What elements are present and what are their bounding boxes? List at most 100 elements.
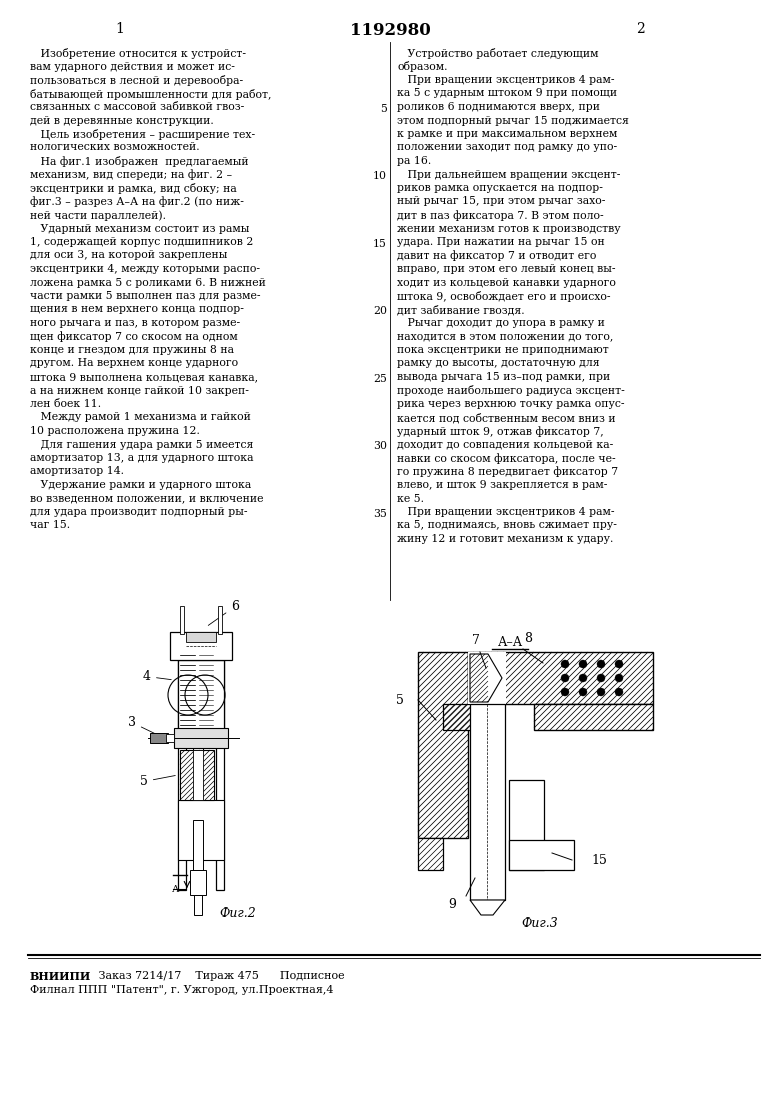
Text: нологических возможностей.: нологических возможностей. [30,142,200,152]
Bar [150,733,168,743]
Text: для оси 3, на которой закреплены: для оси 3, на которой закреплены [30,250,228,260]
Bar [186,632,216,642]
Text: 5: 5 [140,775,176,788]
Text: Изобретение относится к устройст-: Изобретение относится к устройст- [30,49,246,58]
Text: 30: 30 [373,441,387,451]
Text: штока 9, освобождает его и происхо-: штока 9, освобождает его и происхо- [397,291,611,302]
Bar [468,704,470,730]
Text: ложена рамка 5 с роликами 6. В нижней: ложена рамка 5 с роликами 6. В нижней [30,278,266,288]
Text: 3: 3 [128,716,161,737]
Text: 6: 6 [208,600,239,625]
Text: 35: 35 [373,508,387,518]
Text: конце и гнездом для пружины 8 на: конце и гнездом для пружины 8 на [30,345,234,355]
Bar [193,640,203,890]
Text: ка 5, поднимаясь, вновь сжимает пру-: ка 5, поднимаясь, вновь сжимает пру- [397,521,617,531]
Bar [178,800,224,860]
Text: 25: 25 [373,374,387,384]
Circle shape [597,660,605,668]
Text: вывода рычага 15 из–под рамки, при: вывода рычага 15 из–под рамки, при [397,372,610,382]
Text: 20: 20 [373,307,387,317]
Text: рамку до высоты, достаточную для: рамку до высоты, достаточную для [397,358,600,368]
Text: щен фиксатор 7 со скосом на одном: щен фиксатор 7 со скосом на одном [30,332,238,342]
Text: А: А [172,885,179,895]
Text: 15: 15 [591,854,607,867]
Text: пока эксцентрики не приподнимают: пока эксцентрики не приподнимают [397,345,608,355]
Text: эксцентрики и рамка, вид сбоку; на: эксцентрики и рамка, вид сбоку; на [30,183,237,194]
Text: чаг 15.: чаг 15. [30,521,70,531]
Bar [509,840,574,870]
Bar [178,640,186,890]
Text: ВНИИПИ: ВНИИПИ [30,971,91,982]
Text: влево, и шток 9 закрепляется в рам-: влево, и шток 9 закрепляется в рам- [397,480,608,490]
Text: давит на фиксатор 7 и отводит его: давит на фиксатор 7 и отводит его [397,250,597,261]
Text: ударный шток 9, отжав фиксатор 7,: ударный шток 9, отжав фиксатор 7, [397,426,604,437]
Circle shape [615,688,623,696]
Circle shape [615,674,623,682]
Text: фиг.3 – разрез А–А на фиг.2 (по ниж-: фиг.3 – разрез А–А на фиг.2 (по ниж- [30,196,244,207]
Text: дит в паз фиксатора 7. В этом поло-: дит в паз фиксатора 7. В этом поло- [397,210,604,221]
Bar [193,820,203,870]
Polygon shape [470,654,502,702]
Text: дей в деревянные конструкции.: дей в деревянные конструкции. [30,116,214,126]
Text: Рычаг доходит до упора в рамку и: Рычаг доходит до упора в рамку и [397,318,604,328]
Text: ного рычага и паз, в котором разме-: ного рычага и паз, в котором разме- [30,318,240,328]
Text: Цель изобретения – расширение тех-: Цель изобретения – расширение тех- [30,129,255,140]
Bar [190,870,206,895]
Text: 1, содержащей корпус подшипников 2: 1, содержащей корпус подшипников 2 [30,237,254,247]
Text: При вращении эксцентриков 4 рам-: При вращении эксцентриков 4 рам- [397,507,615,517]
Text: 5: 5 [396,694,404,707]
Text: амортизатор 14.: амортизатор 14. [30,467,124,476]
Circle shape [597,674,605,682]
Bar [170,632,232,660]
Text: Заказ 7214/17    Тираж 475      Подписное: Заказ 7214/17 Тираж 475 Подписное [88,971,345,981]
Text: механизм, вид спереди; на фиг. 2 –: механизм, вид спереди; на фиг. 2 – [30,170,232,180]
Text: 15: 15 [373,238,387,249]
Bar [418,838,443,870]
Text: батывающей промышленности для работ,: батывающей промышленности для работ, [30,88,271,99]
Bar [218,606,222,634]
Text: 10 расположена пружина 12.: 10 расположена пружина 12. [30,426,200,436]
Text: При вращении эксцентриков 4 рам-: При вращении эксцентриков 4 рам- [397,75,615,85]
Text: жину 12 и готовит механизм к удару.: жину 12 и готовит механизм к удару. [397,534,613,544]
Circle shape [579,688,587,696]
Bar [534,704,653,730]
Bar [470,704,505,900]
Text: рика через верхнюю точку рамка опус-: рика через верхнюю точку рамка опус- [397,399,625,409]
Text: части рамки 5 выполнен паз для разме-: части рамки 5 выполнен паз для разме- [30,291,261,301]
Text: во взведенном положении, и включение: во взведенном положении, и включение [30,493,264,503]
Circle shape [561,688,569,696]
Text: ходит из кольцевой канавки ударного: ходит из кольцевой канавки ударного [397,278,616,288]
Text: штока 9 выполнена кольцевая канавка,: штока 9 выполнена кольцевая канавка, [30,372,258,382]
Circle shape [561,674,569,682]
Text: ка 5 с ударным штоком 9 при помощи: ка 5 с ударным штоком 9 при помощи [397,88,617,98]
Text: положении заходит под рамку до упо-: положении заходит под рамку до упо- [397,142,617,152]
Text: Филнал ППП "Патент", г. Ужгород, ул.Проектная,4: Филнал ППП "Патент", г. Ужгород, ул.Прое… [30,985,334,995]
Text: 1192980: 1192980 [349,22,431,39]
Circle shape [579,660,587,668]
Text: вправо, при этом его левый конец вы-: вправо, при этом его левый конец вы- [397,264,615,274]
Text: жении механизм готов к производству: жении механизм готов к производству [397,224,621,234]
Text: амортизатор 13, а для ударного штока: амортизатор 13, а для ударного штока [30,453,254,463]
Text: Между рамой 1 механизма и гайкой: Между рамой 1 механизма и гайкой [30,413,251,422]
Text: проходе наибольшего радиуса эксцент-: проходе наибольшего радиуса эксцент- [397,386,625,396]
Text: 5: 5 [380,104,387,114]
Text: кается под собственным весом вниз и: кается под собственным весом вниз и [397,413,615,424]
Circle shape [579,674,587,682]
Text: 2: 2 [636,22,644,36]
Text: Ударный механизм состоит из рамы: Ударный механизм состоит из рамы [30,224,250,234]
Text: эксцентрики 4, между которыми распо-: эксцентрики 4, между которыми распо- [30,264,260,274]
Text: дит забивание гвоздя.: дит забивание гвоздя. [397,304,525,315]
Text: к рамке и при максимальном верхнем: к рамке и при максимальном верхнем [397,129,618,139]
Bar [509,780,544,870]
Bar [166,733,174,742]
Text: вам ударного действия и может ис-: вам ударного действия и может ис- [30,62,235,72]
Text: щения в нем верхнего конца подпор-: щения в нем верхнего конца подпор- [30,304,244,314]
Text: роликов 6 поднимаются вверх, при: роликов 6 поднимаются вверх, при [397,101,600,113]
Text: Устройство работает следующим: Устройство работает следующим [397,49,598,58]
Text: риков рамка опускается на подпор-: риков рамка опускается на подпор- [397,183,603,193]
Bar [180,750,214,800]
Text: При дальнейшем вращении эксцент-: При дальнейшем вращении эксцент- [397,170,620,180]
Text: 8: 8 [524,632,532,644]
Text: ней части параллелей).: ней части параллелей). [30,210,166,221]
Text: ра 16.: ра 16. [397,156,431,165]
